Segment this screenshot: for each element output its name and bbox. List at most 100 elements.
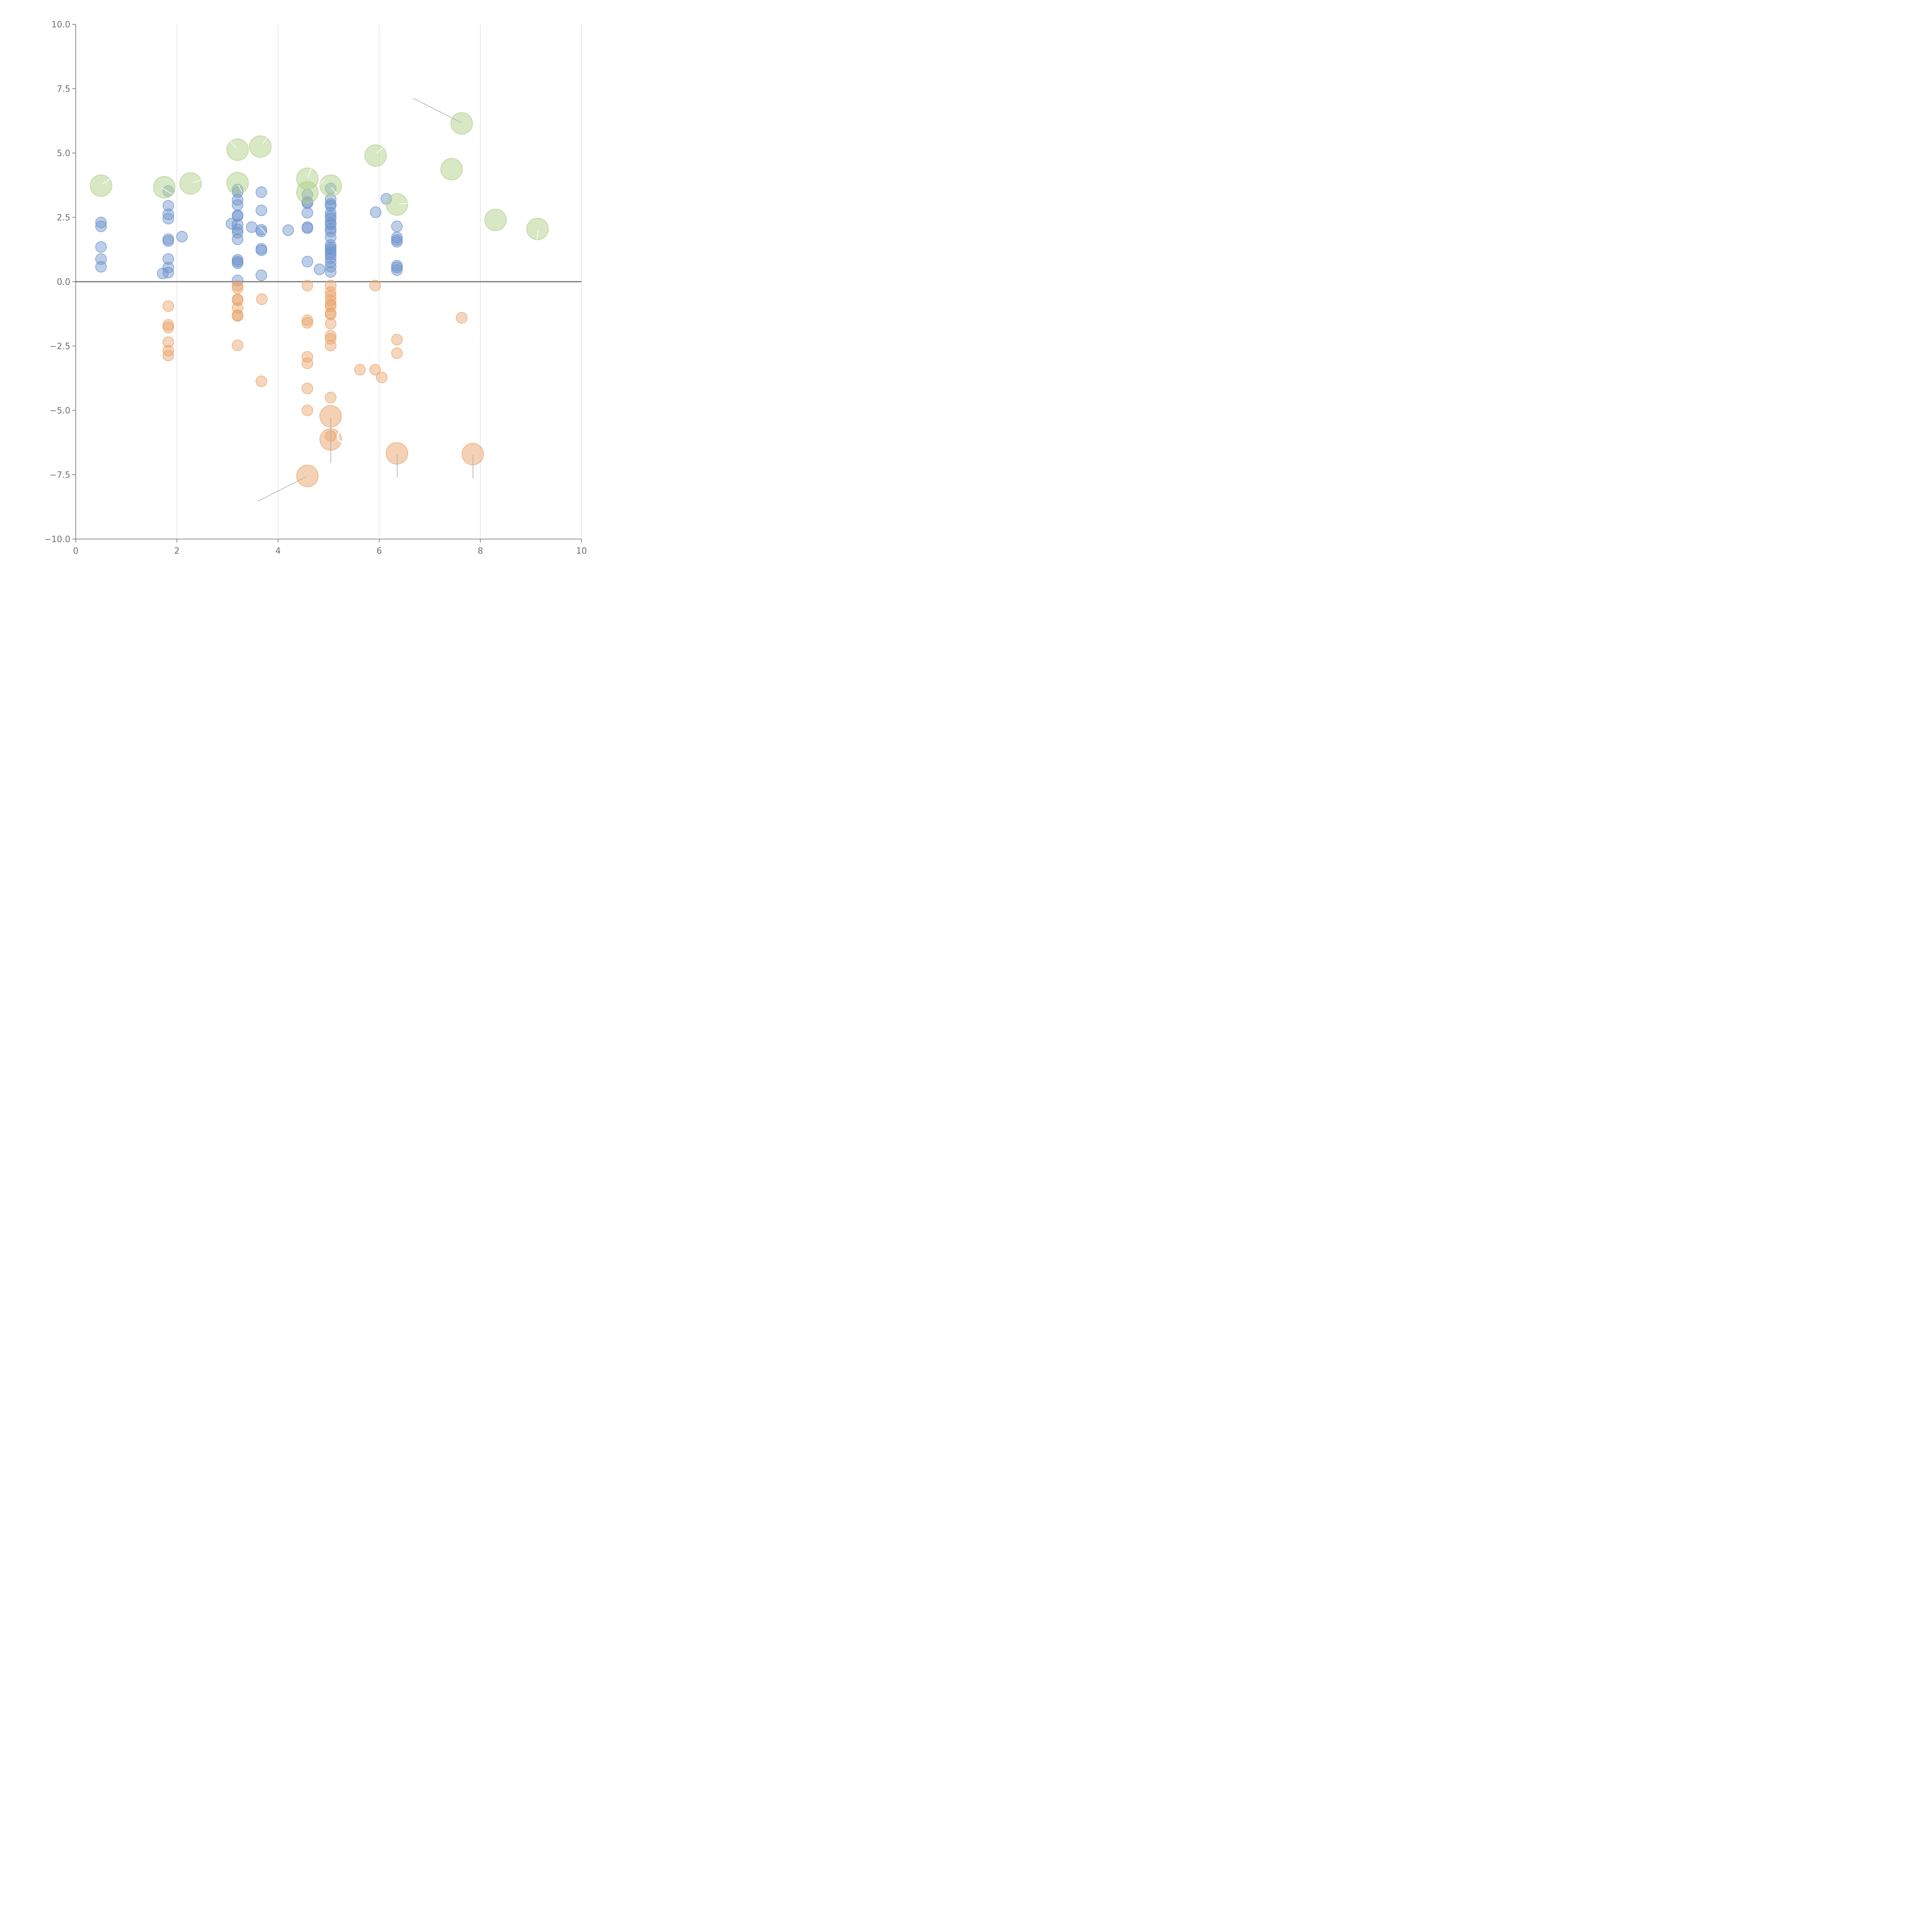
data-point bbox=[162, 235, 174, 247]
data-point bbox=[440, 158, 463, 180]
data-point bbox=[391, 220, 403, 232]
data-point bbox=[325, 266, 337, 278]
data-point bbox=[354, 364, 366, 376]
data-point bbox=[369, 280, 381, 291]
leader-line bbox=[258, 476, 306, 502]
data-point bbox=[325, 330, 337, 342]
data-point bbox=[391, 347, 403, 359]
leader-line bbox=[331, 187, 337, 194]
data-point bbox=[369, 364, 381, 376]
data-point bbox=[364, 144, 387, 167]
data-point bbox=[162, 213, 174, 224]
data-point bbox=[249, 135, 272, 158]
data-point bbox=[325, 333, 337, 345]
annotation-labels: G bbox=[336, 429, 348, 446]
data-point bbox=[226, 172, 249, 194]
data-point bbox=[325, 210, 337, 222]
data-point bbox=[162, 319, 174, 331]
data-point bbox=[325, 226, 337, 238]
data-point bbox=[95, 261, 107, 273]
data-point bbox=[325, 290, 337, 302]
data-point bbox=[325, 318, 337, 330]
data-point bbox=[162, 345, 174, 357]
leader-line bbox=[161, 187, 173, 195]
data-point bbox=[325, 200, 337, 212]
data-point bbox=[456, 312, 468, 324]
data-point bbox=[325, 300, 337, 312]
data-point bbox=[176, 231, 188, 243]
leader-line bbox=[192, 179, 202, 183]
x-tick-label: 0 bbox=[73, 546, 78, 556]
data-point bbox=[231, 233, 243, 245]
data-point bbox=[162, 267, 174, 279]
x-tick-label: 10 bbox=[576, 546, 587, 556]
data-point bbox=[325, 213, 337, 224]
data-point bbox=[301, 280, 313, 291]
data-point bbox=[391, 333, 403, 345]
series-top_negative bbox=[296, 405, 484, 487]
leader-lines bbox=[102, 98, 539, 502]
data-point bbox=[325, 308, 337, 320]
data-point bbox=[301, 315, 313, 326]
data-point bbox=[325, 219, 337, 231]
data-point bbox=[231, 257, 243, 269]
data-point bbox=[255, 204, 267, 216]
y-tick-label: −7.5 bbox=[50, 471, 70, 480]
data-point bbox=[301, 317, 313, 329]
data-point bbox=[90, 174, 112, 197]
leader-line bbox=[102, 178, 111, 185]
data-point bbox=[231, 339, 243, 351]
data-point bbox=[325, 239, 337, 251]
data-point bbox=[301, 351, 313, 363]
data-point bbox=[162, 253, 174, 265]
data-point bbox=[296, 181, 319, 204]
data-point bbox=[231, 282, 243, 294]
data-point bbox=[325, 257, 337, 268]
leader-line bbox=[262, 136, 269, 145]
data-point bbox=[301, 357, 313, 369]
series-negative bbox=[162, 280, 468, 442]
x-tick-label: 8 bbox=[478, 546, 483, 556]
leader-line bbox=[259, 226, 267, 235]
data-point bbox=[95, 241, 107, 253]
data-point bbox=[95, 220, 107, 232]
data-point bbox=[231, 210, 243, 222]
y-tick-label: −2.5 bbox=[50, 342, 70, 352]
data-point bbox=[255, 375, 267, 387]
data-point bbox=[325, 286, 337, 298]
data-point bbox=[162, 300, 174, 312]
data-point bbox=[301, 405, 313, 416]
y-tick-label: −5.0 bbox=[50, 406, 70, 416]
y-tick-label: 2.5 bbox=[57, 213, 70, 223]
x-tick-label: 2 bbox=[174, 546, 180, 556]
x-tick-label: 4 bbox=[276, 546, 281, 556]
data-point bbox=[256, 293, 268, 305]
data-point bbox=[231, 199, 243, 211]
data-point bbox=[231, 310, 243, 322]
y-tick-label: 5.0 bbox=[57, 149, 70, 158]
data-point bbox=[325, 246, 337, 258]
y-tick-label: 10.0 bbox=[51, 20, 70, 30]
data-point bbox=[153, 176, 175, 199]
x-tick-label: 6 bbox=[376, 546, 382, 556]
y-tick-label: 7.5 bbox=[57, 85, 70, 94]
leader-line bbox=[399, 203, 409, 204]
leader-line bbox=[238, 185, 243, 192]
leader-line bbox=[230, 141, 237, 148]
data-point bbox=[231, 223, 243, 235]
scatter-chart: −10.0 −7.5 −5.0 −2.5 0.0 2.5 5.0 7.5 10.0 0 2 4 6 8 10… bbox=[44, 20, 587, 556]
data-point bbox=[282, 224, 294, 236]
data-point bbox=[325, 280, 337, 291]
data-point bbox=[450, 112, 473, 135]
data-point bbox=[325, 294, 337, 306]
y-tick-label: 0.0 bbox=[57, 277, 70, 287]
data-point bbox=[296, 464, 319, 487]
data-point bbox=[162, 336, 174, 348]
data-point bbox=[325, 391, 337, 403]
data-point bbox=[325, 223, 337, 235]
data-point bbox=[255, 244, 267, 256]
annotation-label: G bbox=[336, 429, 348, 446]
data-point bbox=[319, 174, 342, 197]
data-point bbox=[162, 208, 174, 220]
series-positive bbox=[95, 183, 403, 286]
